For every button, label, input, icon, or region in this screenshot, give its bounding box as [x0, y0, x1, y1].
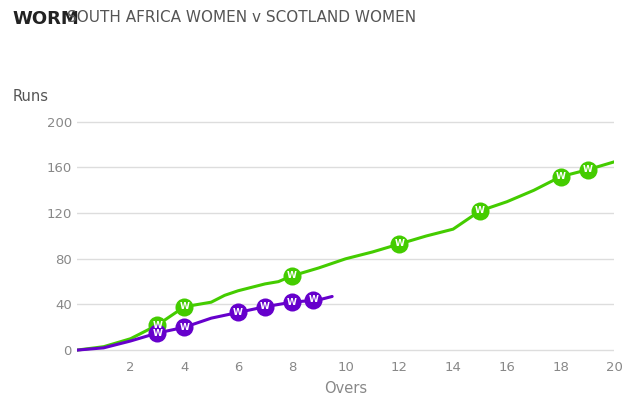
Text: W: W — [179, 302, 189, 311]
X-axis label: Overs: Overs — [324, 381, 367, 396]
Text: WORM: WORM — [13, 10, 79, 28]
Text: SOUTH AFRICA WOMEN v SCOTLAND WOMEN: SOUTH AFRICA WOMEN v SCOTLAND WOMEN — [67, 10, 417, 25]
Text: W: W — [556, 172, 566, 181]
Text: W: W — [394, 240, 404, 249]
Text: W: W — [260, 302, 270, 311]
Text: W: W — [287, 272, 297, 281]
Text: W: W — [287, 298, 297, 307]
Text: W: W — [152, 321, 163, 330]
Text: W: W — [233, 308, 243, 317]
Text: W: W — [582, 165, 593, 174]
Text: W: W — [308, 295, 318, 304]
Text: W: W — [152, 328, 163, 337]
Text: W: W — [475, 207, 485, 216]
Text: Runs: Runs — [13, 89, 49, 104]
Text: W: W — [179, 323, 189, 332]
